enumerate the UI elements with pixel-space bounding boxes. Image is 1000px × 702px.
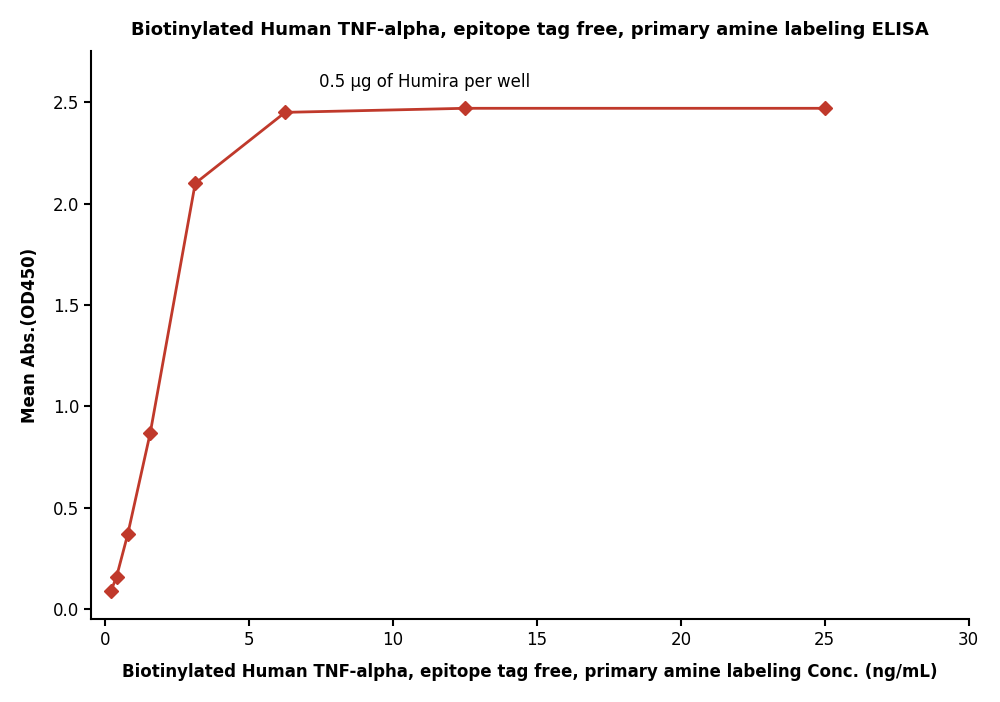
Y-axis label: Mean Abs.(OD450): Mean Abs.(OD450)	[21, 248, 39, 423]
X-axis label: Biotinylated Human TNF-alpha, epitope tag free, primary amine labeling Conc. (ng: Biotinylated Human TNF-alpha, epitope ta…	[122, 663, 938, 681]
Title: Biotinylated Human TNF-alpha, epitope tag free, primary amine labeling ELISA: Biotinylated Human TNF-alpha, epitope ta…	[131, 21, 929, 39]
Text: 0.5 μg of Humira per well: 0.5 μg of Humira per well	[319, 73, 530, 91]
